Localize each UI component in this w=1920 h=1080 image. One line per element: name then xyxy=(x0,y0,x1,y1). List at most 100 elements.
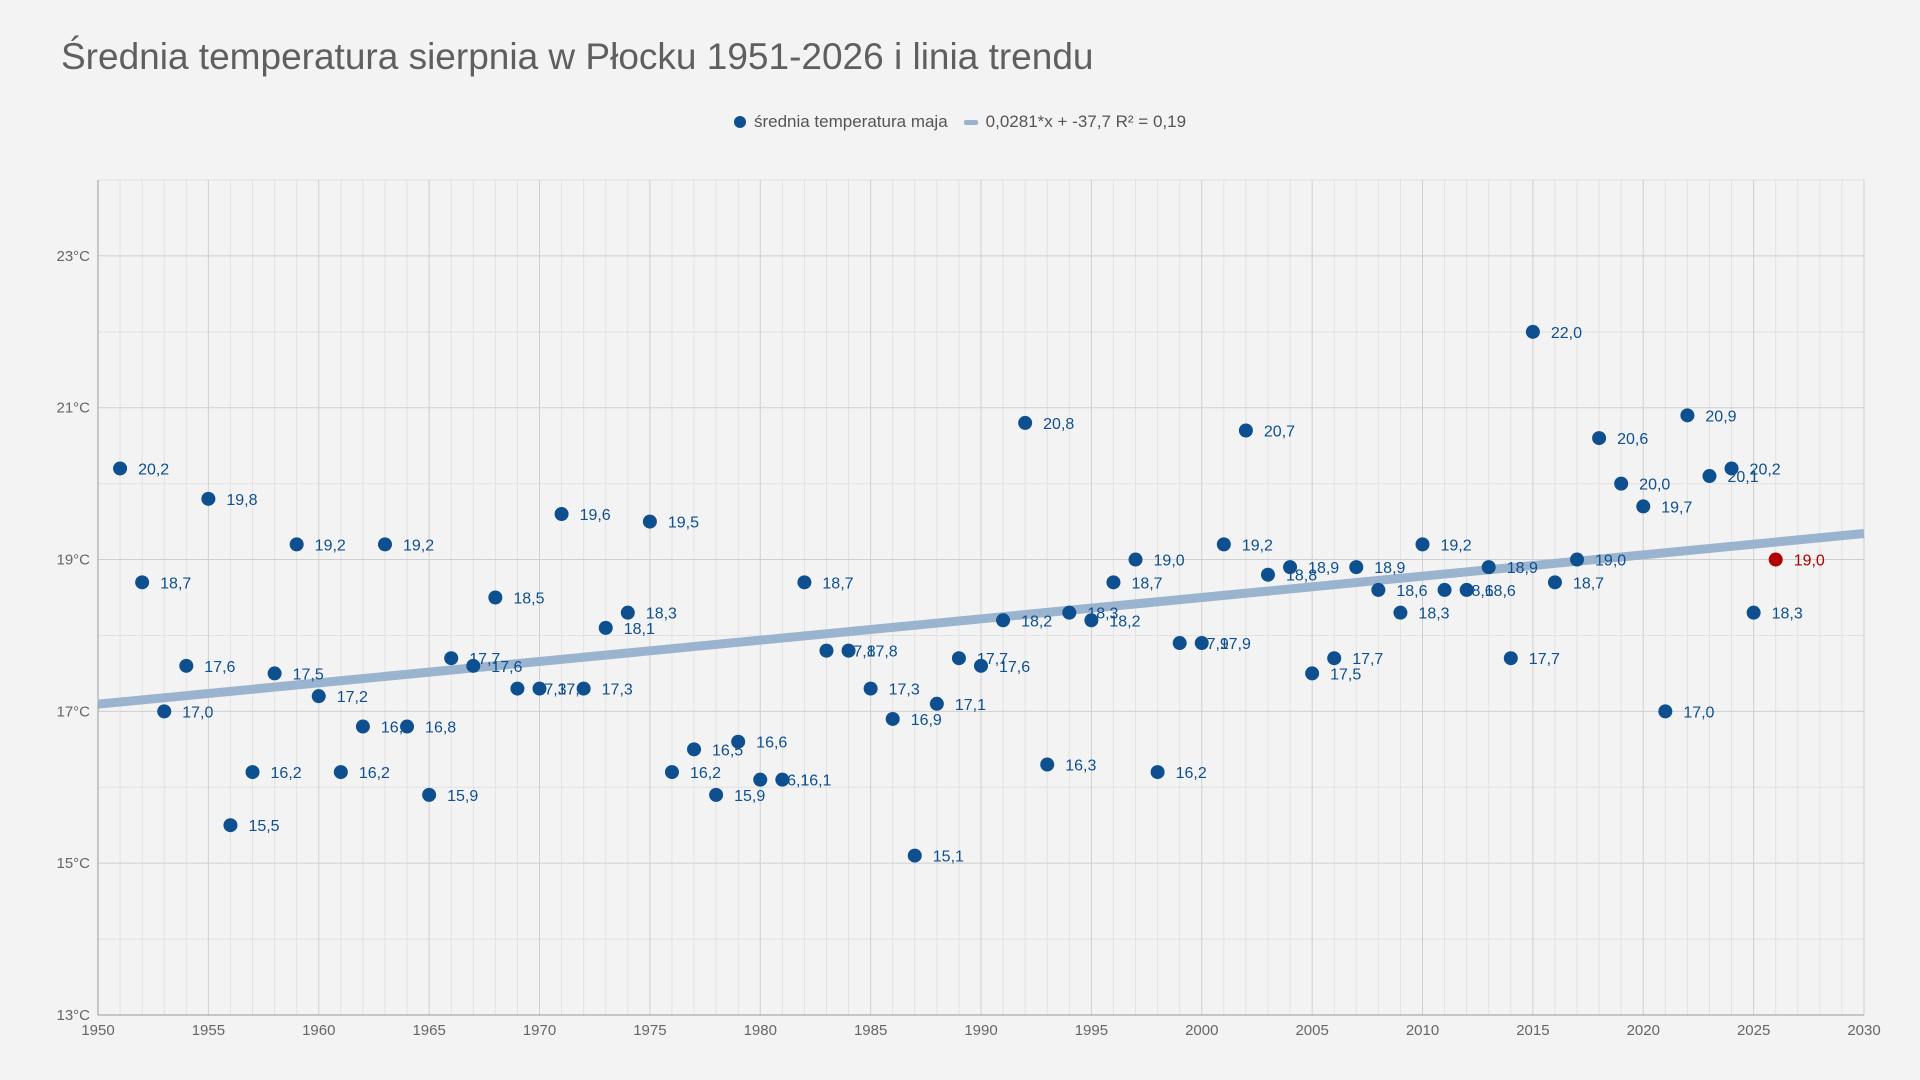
data-label: 18,3 xyxy=(646,606,677,623)
x-tick-label: 1955 xyxy=(192,1022,225,1039)
y-tick-label: 13°C xyxy=(56,1007,90,1024)
data-point xyxy=(1260,567,1275,582)
data-point xyxy=(576,681,591,696)
data-point xyxy=(1614,476,1629,491)
data-label: 18,6 xyxy=(1396,583,1427,600)
x-tick-label: 2020 xyxy=(1627,1022,1660,1039)
data-label: 15,9 xyxy=(447,788,478,805)
x-tick-label: 2030 xyxy=(1847,1022,1880,1039)
data-point xyxy=(1481,560,1496,575)
data-point xyxy=(1062,605,1077,620)
data-point xyxy=(1194,636,1209,651)
y-tick-label: 21°C xyxy=(56,400,90,417)
data-label: 16,2 xyxy=(359,765,390,782)
data-label: 19,2 xyxy=(1242,537,1273,554)
y-tick-label: 19°C xyxy=(56,552,90,569)
x-tick-label: 2000 xyxy=(1185,1022,1218,1039)
data-point xyxy=(532,681,547,696)
chart-legend: średnia temperatura maja 0,0281*x + -37,… xyxy=(0,112,1920,132)
data-point xyxy=(1437,582,1452,597)
x-tick-label: 1960 xyxy=(302,1022,335,1039)
data-label: 18,2 xyxy=(1021,613,1052,630)
y-tick-label: 15°C xyxy=(56,855,90,872)
data-label: 18,6 xyxy=(1485,583,1516,600)
data-point xyxy=(620,605,635,620)
data-label: 19,0 xyxy=(1595,553,1626,570)
data-point xyxy=(1503,651,1518,666)
data-point xyxy=(1724,461,1739,476)
data-label: 19,2 xyxy=(1441,537,1472,554)
data-label: 20,0 xyxy=(1639,477,1670,494)
data-label: 17,1 xyxy=(955,697,986,714)
data-point xyxy=(929,696,944,711)
data-label: 19,7 xyxy=(1661,499,1692,516)
data-label: 17,7 xyxy=(1352,651,1383,668)
data-point xyxy=(863,681,878,696)
data-label: 15,9 xyxy=(734,788,765,805)
data-point xyxy=(510,681,525,696)
data-label: 17,5 xyxy=(1330,666,1361,683)
data-point xyxy=(1128,552,1143,567)
legend-item-trend[interactable]: 0,0281*x + -37,7 R² = 0,19 xyxy=(963,112,1186,132)
data-point xyxy=(245,765,260,780)
data-point xyxy=(1216,537,1231,552)
data-point xyxy=(488,590,503,605)
data-label: 17,5 xyxy=(293,666,324,683)
data-point xyxy=(466,658,481,673)
data-point xyxy=(885,711,900,726)
data-point xyxy=(1106,575,1121,590)
data-point xyxy=(201,491,216,506)
data-point xyxy=(400,719,415,734)
data-point xyxy=(444,651,459,666)
data-label: 18,5 xyxy=(513,591,544,608)
data-label: 18,3 xyxy=(1418,606,1449,623)
data-point xyxy=(974,658,988,673)
data-point xyxy=(1327,651,1342,666)
data-point xyxy=(1658,704,1673,719)
legend-label-points: średnia temperatura maja xyxy=(753,112,948,131)
data-point xyxy=(1415,537,1430,552)
data-point xyxy=(422,787,437,802)
x-tick-label: 1965 xyxy=(412,1022,445,1039)
y-tick-label: 23°C xyxy=(56,248,90,265)
data-point xyxy=(355,719,370,734)
data-point xyxy=(179,658,194,673)
data-point xyxy=(775,772,790,787)
data-label: 19,6 xyxy=(580,507,611,524)
legend-item-points[interactable]: średnia temperatura maja xyxy=(733,112,948,132)
data-label: 22,0 xyxy=(1551,325,1582,342)
x-tick-label: 1975 xyxy=(633,1022,666,1039)
data-point xyxy=(289,537,304,552)
data-point xyxy=(642,514,657,529)
data-point xyxy=(1547,575,1562,590)
x-tick-label: 1980 xyxy=(744,1022,777,1039)
data-point xyxy=(1680,408,1695,423)
data-label: 15,5 xyxy=(248,818,279,835)
data-point xyxy=(709,787,724,802)
data-label: 20,2 xyxy=(1750,461,1781,478)
data-label: 18,7 xyxy=(160,575,191,592)
data-label: 19,5 xyxy=(668,515,699,532)
data-point xyxy=(1238,423,1253,438)
data-label: 20,7 xyxy=(1264,424,1295,441)
x-tick-label: 2025 xyxy=(1737,1022,1770,1039)
data-label: 19,8 xyxy=(226,492,257,509)
data-label: 18,7 xyxy=(1131,575,1162,592)
data-point xyxy=(797,575,812,590)
data-label: 20,8 xyxy=(1043,416,1074,433)
data-point xyxy=(598,620,613,635)
data-point xyxy=(1570,552,1585,567)
data-label: 17,3 xyxy=(889,682,920,699)
data-point xyxy=(113,461,128,476)
data-point xyxy=(311,689,326,704)
data-point xyxy=(951,651,966,666)
trendline xyxy=(97,529,1865,709)
data-point xyxy=(333,765,348,780)
data-point xyxy=(554,507,569,521)
legend-line-marker xyxy=(963,119,978,125)
x-tick-label: 1990 xyxy=(964,1022,997,1039)
data-label: 16,2 xyxy=(271,765,302,782)
data-point xyxy=(1592,431,1607,446)
data-point xyxy=(135,575,150,590)
data-point xyxy=(1525,324,1540,339)
